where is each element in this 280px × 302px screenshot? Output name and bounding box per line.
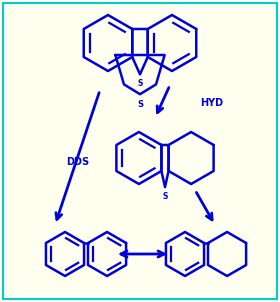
FancyBboxPatch shape [3,3,277,299]
Text: HYD: HYD [200,98,223,108]
Text: DDS: DDS [66,157,90,167]
Text: S: S [137,100,143,109]
Text: S: S [162,192,168,201]
Text: S: S [137,79,143,88]
